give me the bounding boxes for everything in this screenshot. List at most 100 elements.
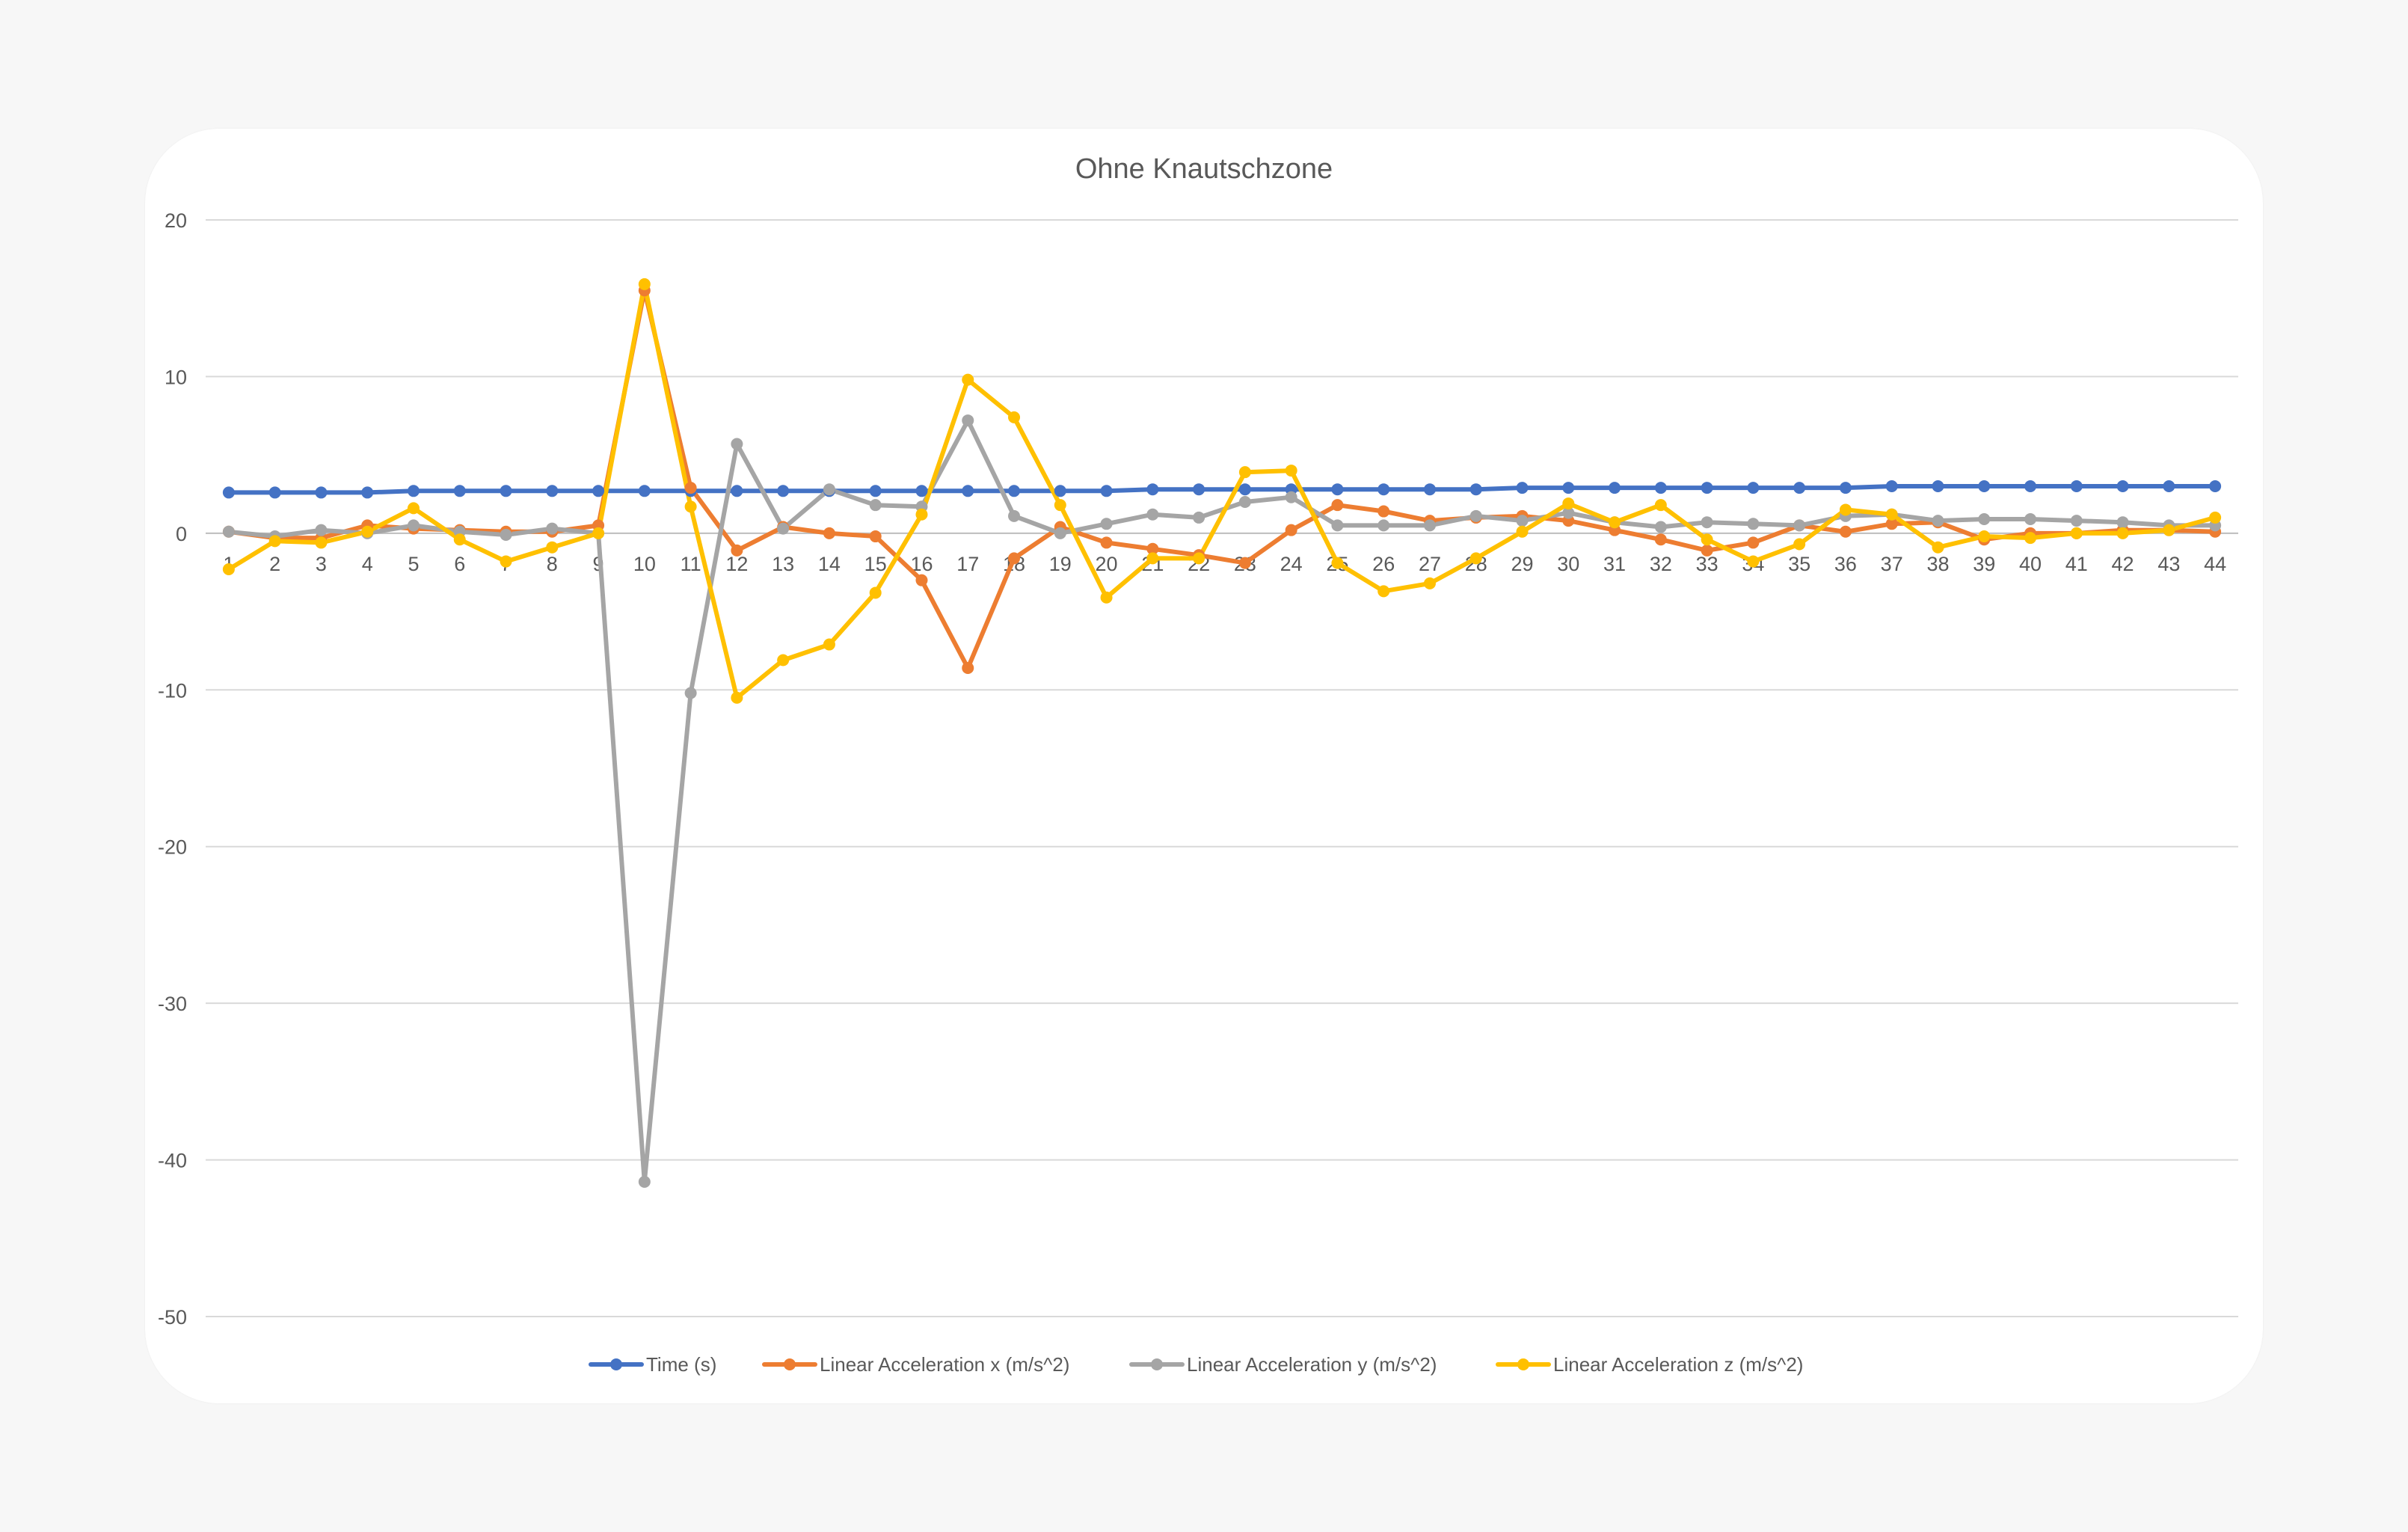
data-point (546, 542, 558, 554)
data-point (1424, 577, 1436, 589)
series-line-1 (229, 290, 2215, 668)
data-point (915, 509, 927, 521)
x-tick-label: 44 (2204, 553, 2226, 575)
x-tick-label: 40 (2019, 553, 2042, 575)
data-point (823, 639, 835, 651)
x-tick-label: 30 (1557, 553, 1579, 575)
data-point (1377, 483, 1389, 495)
data-point (731, 692, 743, 704)
data-point (269, 535, 281, 547)
data-point (1932, 542, 1944, 554)
data-point (1701, 482, 1713, 494)
data-point (870, 485, 882, 497)
x-tick-label: 4 (362, 553, 373, 575)
data-point (1146, 483, 1158, 495)
y-tick-label: -50 (158, 1306, 187, 1329)
x-tick-label: 39 (1973, 553, 1995, 575)
x-tick-label: 19 (1049, 553, 1072, 575)
legend-label-1: Linear Acceleration x (m/s^2) (820, 1353, 1069, 1376)
data-point (962, 662, 974, 674)
data-point (1101, 536, 1113, 548)
data-point (1054, 485, 1066, 497)
y-tick-label: -40 (158, 1150, 187, 1172)
series-line-0 (229, 486, 2215, 492)
data-point (962, 485, 974, 497)
data-point (408, 502, 420, 514)
chart-title: Ohne Knautschzone (1075, 153, 1333, 185)
x-tick-label: 27 (1419, 553, 1441, 575)
data-point (915, 485, 927, 497)
data-point (870, 530, 882, 542)
data-point (1377, 506, 1389, 518)
x-tick-label: 31 (1603, 553, 1626, 575)
data-point (639, 1176, 651, 1188)
x-tick-label: 38 (1926, 553, 1949, 575)
legend-marker-0 (610, 1358, 622, 1370)
data-point (1609, 482, 1621, 494)
data-point (2117, 527, 2129, 539)
data-point (1008, 552, 1020, 564)
y-tick-label: -20 (158, 836, 187, 859)
data-point (269, 486, 281, 498)
series-points (223, 278, 2221, 1188)
data-point (1239, 496, 1251, 508)
legend-label-3: Linear Acceleration z (m/s^2) (1553, 1353, 1803, 1376)
data-point (685, 687, 697, 699)
data-point (1424, 483, 1436, 495)
data-point (1239, 466, 1251, 478)
data-point (1747, 482, 1759, 494)
data-point (1932, 515, 1944, 527)
y-tick-label: 20 (165, 209, 187, 232)
series-lines (229, 284, 2215, 1182)
y-tick-label: 0 (176, 523, 187, 545)
data-point (1517, 482, 1529, 494)
y-tick-label: -30 (158, 993, 187, 1015)
data-point (1239, 483, 1251, 495)
x-tick-label: 42 (2112, 553, 2134, 575)
data-point (1978, 480, 1990, 492)
x-tick-label: 13 (772, 553, 794, 575)
x-tick-label: 6 (454, 553, 465, 575)
data-point (1886, 480, 1898, 492)
legend-marker-3 (1517, 1358, 1529, 1370)
legend-marker-1 (784, 1358, 796, 1370)
data-point (223, 563, 235, 575)
data-point (315, 524, 327, 536)
data-point (1517, 526, 1529, 538)
x-tick-label: 11 (681, 553, 701, 575)
data-point (500, 485, 512, 497)
data-point (2209, 480, 2221, 492)
x-tick-label: 29 (1511, 553, 1533, 575)
data-point (2071, 515, 2083, 527)
data-point (592, 485, 604, 497)
data-point (1747, 556, 1759, 568)
data-point (1886, 509, 1898, 521)
legend: Time (s) Linear Acceleration x (m/s^2) Lin… (591, 1353, 1803, 1376)
data-point (1101, 485, 1113, 497)
data-point (685, 500, 697, 512)
data-point (915, 574, 927, 586)
data-point (1193, 552, 1205, 564)
data-point (639, 485, 651, 497)
data-point (1331, 519, 1343, 531)
data-point (777, 485, 789, 497)
data-point (1655, 482, 1667, 494)
data-point (731, 438, 743, 450)
data-point (870, 586, 882, 598)
data-point (361, 526, 373, 538)
data-point (2071, 527, 2083, 539)
data-point (1101, 592, 1113, 604)
data-point (1331, 499, 1343, 511)
x-tick-label: 24 (1280, 553, 1303, 575)
legend-marker-2 (1151, 1358, 1163, 1370)
data-point (1701, 533, 1713, 545)
data-point (500, 556, 512, 568)
x-tick-label: 2 (269, 553, 280, 575)
data-point (2117, 480, 2129, 492)
data-point (2117, 516, 2129, 528)
data-point (1840, 526, 1852, 538)
x-tick-label: 10 (633, 553, 656, 575)
data-point (1840, 503, 1852, 515)
data-point (1655, 533, 1667, 545)
data-point (685, 482, 697, 494)
